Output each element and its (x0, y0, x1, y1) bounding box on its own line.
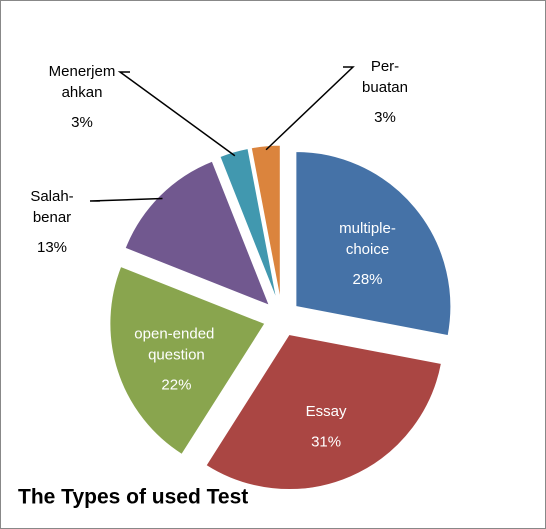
pie-slice (219, 147, 278, 301)
slice-category-label: Per-buatan (362, 58, 408, 96)
leader-line (117, 71, 236, 157)
label-line: benar (33, 209, 71, 226)
slice-value-label: 28% (353, 271, 383, 288)
label-line: Essay (306, 403, 347, 420)
pie-slice (295, 151, 452, 337)
label-line: choice (346, 241, 389, 258)
leader-line (89, 197, 163, 202)
label-line: Salah- (30, 188, 73, 205)
leader-line (265, 66, 355, 151)
slice-value-label: 13% (37, 239, 67, 256)
pie-slice (205, 333, 442, 490)
slice-value-label: 3% (374, 109, 396, 126)
label-line: ahkan (62, 84, 103, 101)
chart-title: The Types of used Test (18, 486, 248, 509)
slice-value-label: 31% (311, 433, 341, 450)
slice-category-label: Menerjem ahkan (49, 63, 116, 101)
pie-slice (124, 160, 271, 307)
slice-category-label: multiple-choice (339, 220, 396, 258)
slice-value-label: 22% (161, 376, 191, 393)
slice-value-label: 3% (71, 114, 93, 131)
label-line: multiple- (339, 220, 396, 237)
label-line: Menerjem (49, 63, 116, 80)
label-line: question (148, 346, 205, 363)
label-line: Per- (371, 58, 399, 75)
slice-category-label: open-ended question (134, 325, 218, 363)
slice-category-label: Essay (306, 403, 347, 420)
pie-slice (109, 265, 266, 456)
slice-category-label: Salah-benar (30, 188, 73, 226)
label-line: buatan (362, 79, 408, 96)
label-line: open-ended (134, 325, 218, 342)
pie-slice (250, 144, 281, 301)
